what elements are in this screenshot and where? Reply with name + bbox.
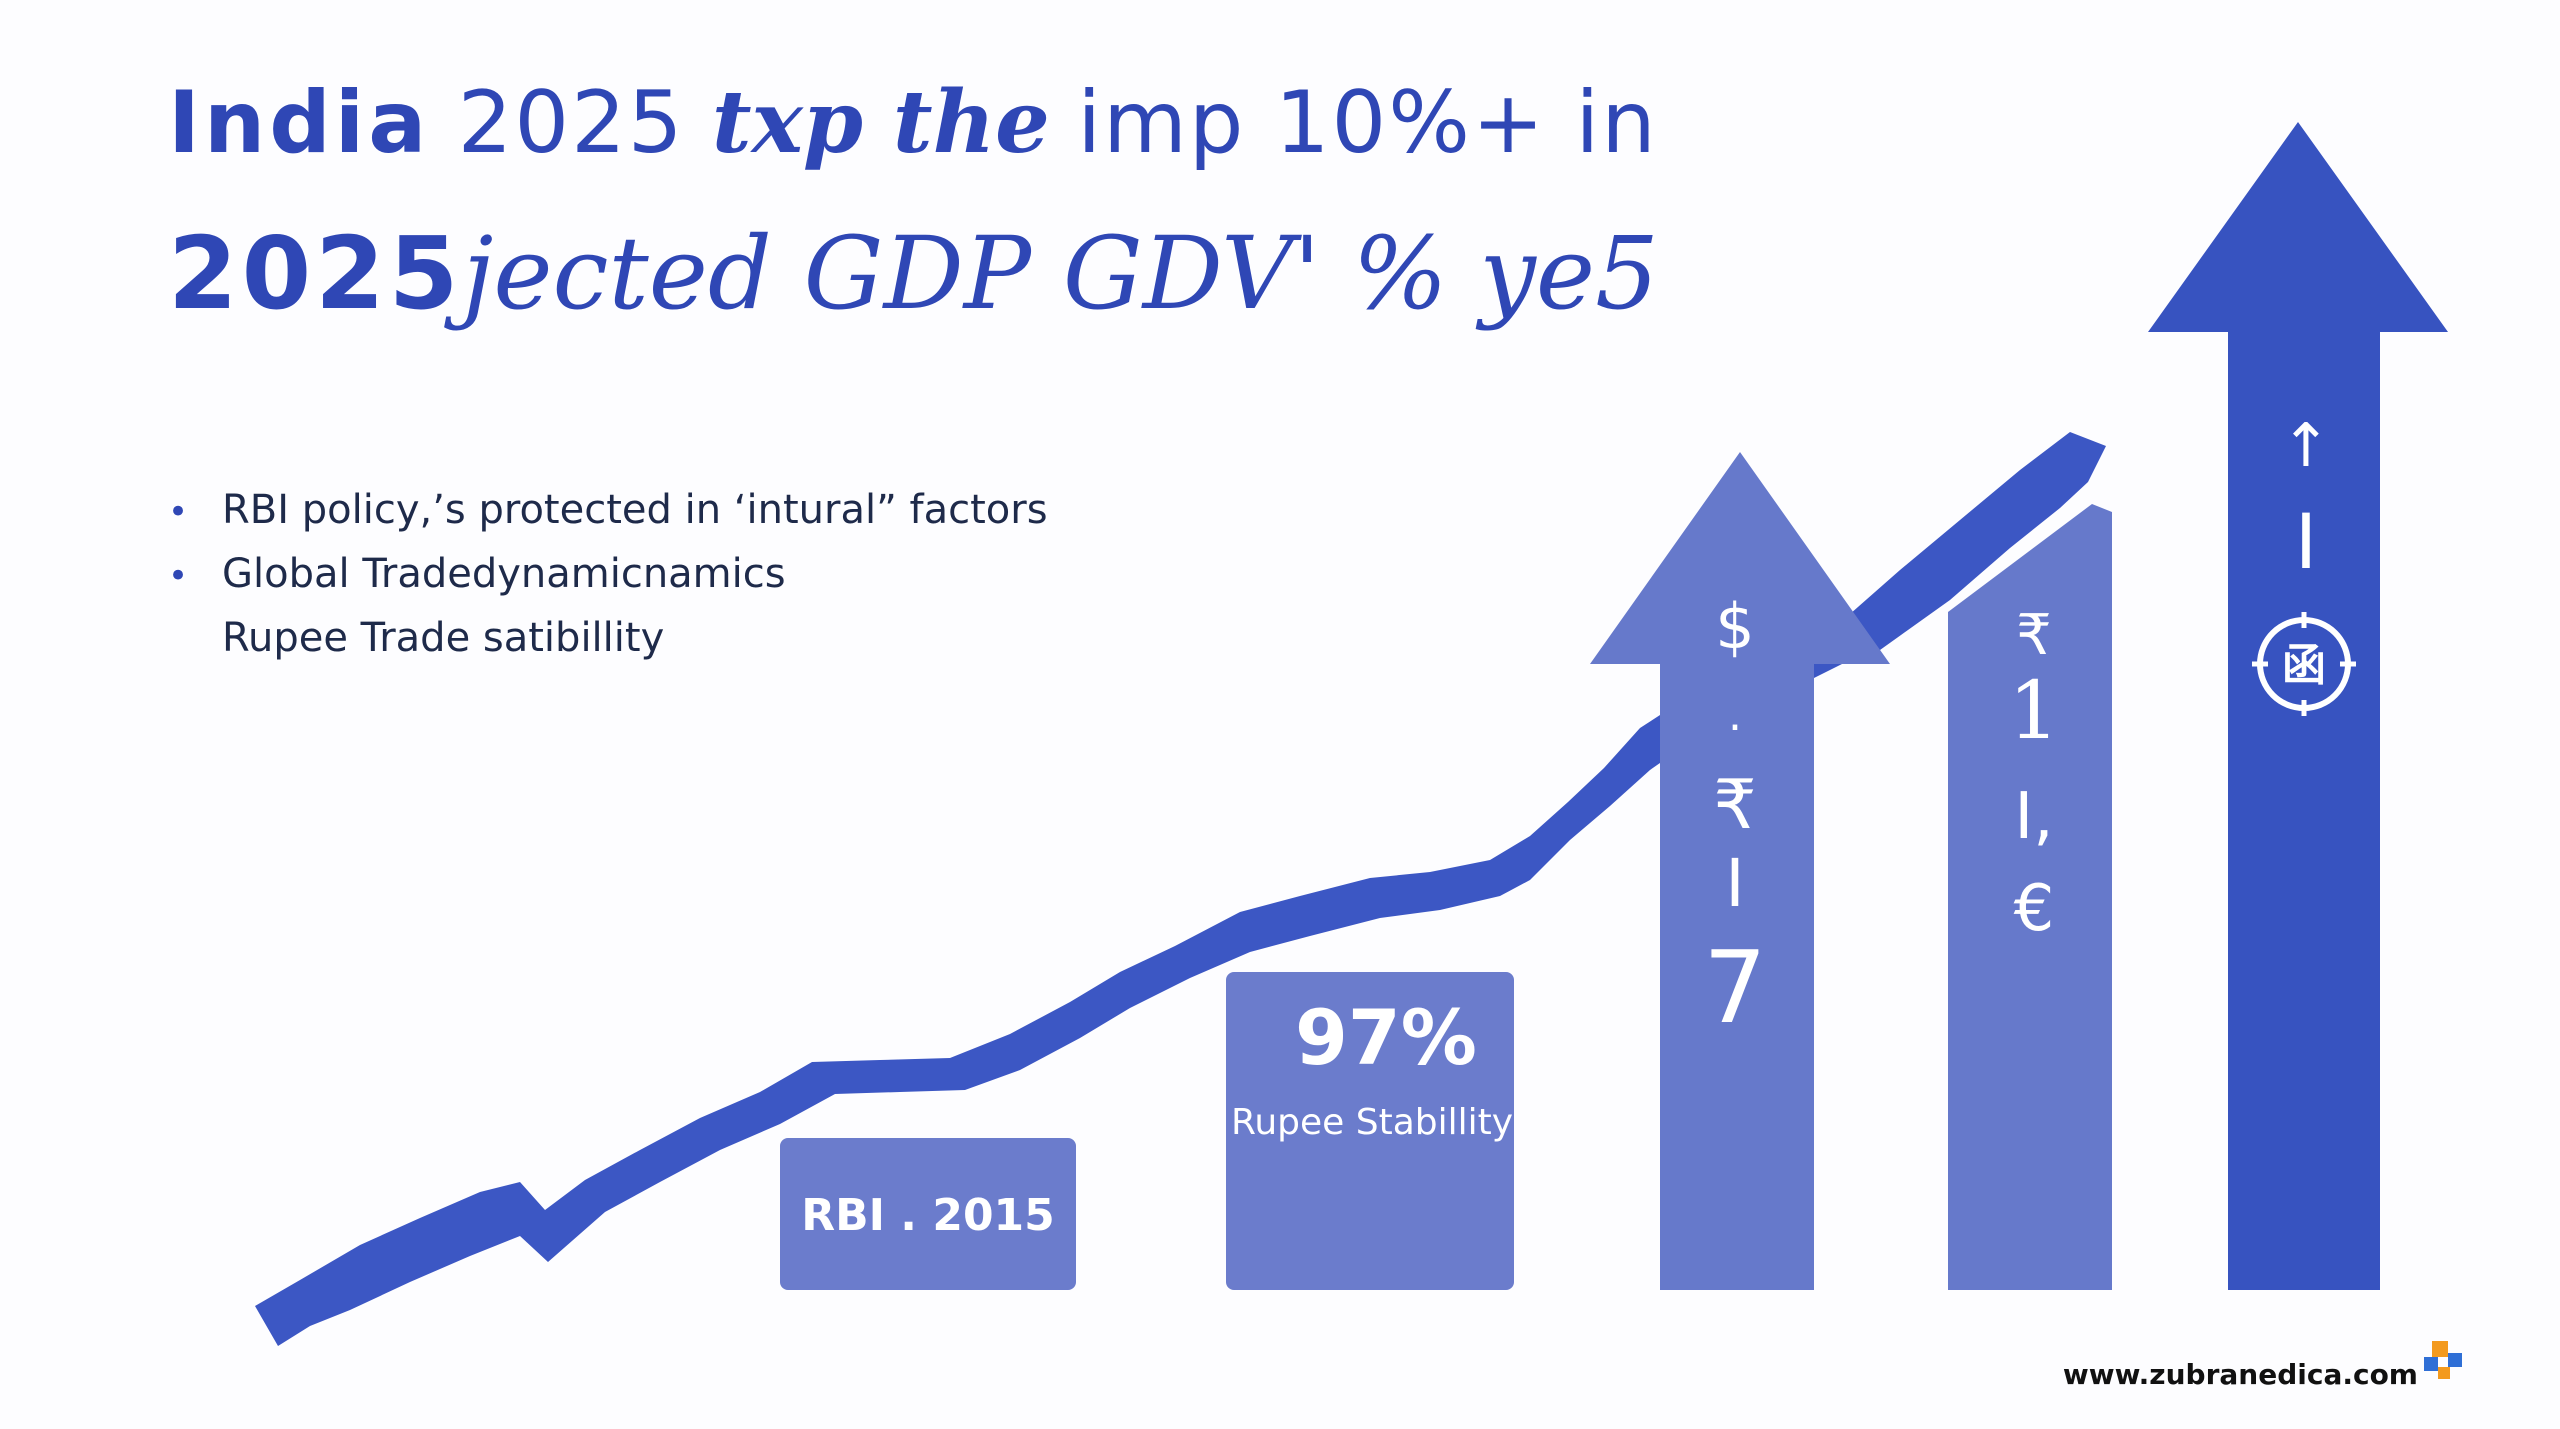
arrow2-one: 1 <box>2009 664 2060 757</box>
title-line-2: 2025jected GDP GDV' % ye5 <box>168 224 1659 324</box>
trend-line <box>255 432 2106 1346</box>
bullet-item: • Global Tradedynamicnamics <box>168 542 1048 606</box>
arrow2-rupee: ₹ <box>2016 603 2052 668</box>
bullet-list: • RBI policy,’s protected in ‘intural” f… <box>168 478 1048 670</box>
stability-label: Rupee Stabillity <box>1231 1102 1513 1143</box>
arrow1-seven: 7 <box>1703 929 1767 1046</box>
bullet-continuation: Rupee Trade satibillity <box>222 615 665 661</box>
arrow1-dot: . <box>1728 690 1742 741</box>
stability-box <box>1226 972 1514 1290</box>
bullet-item: • RBI policy,’s protected in ‘intural” f… <box>168 478 1048 542</box>
bullet-text: RBI policy,’s protected in ‘intural” fac… <box>222 487 1048 533</box>
title-line2-year: 2025 <box>168 215 463 332</box>
title-line2-tail: jected GDP GDV' % ye5 <box>462 215 1659 332</box>
growth-arrow-2 <box>1948 504 2112 1290</box>
stability-value: 97% <box>1295 993 1477 1082</box>
bullet-dot-icon: • <box>168 492 189 532</box>
title-word-india: India <box>168 73 431 173</box>
title-line-1: India 2025 txp the imp 10%+ in <box>168 80 1658 167</box>
arrow2-euro: € <box>2014 872 2055 946</box>
arrow1-rupee: ₹ <box>1713 766 1756 845</box>
rbi-box <box>780 1138 1076 1290</box>
growth-arrow-1 <box>1590 452 1890 1290</box>
title-word-tail: imp 10%+ in <box>1077 73 1658 173</box>
rbi-box-label: RBI . 2015 <box>801 1190 1055 1241</box>
arrow1-bar: I <box>1725 845 1744 922</box>
arrow1-dollar: $ <box>1715 590 1754 663</box>
arrow3-up-icon: ↑ <box>2281 411 2331 481</box>
watermark-text: www.zubranedica.com <box>2062 1358 2418 1391</box>
brand-logo-icon <box>2424 1340 2464 1381</box>
title-word-italic: txp the <box>711 72 1050 173</box>
arrow3-bar: I <box>2295 497 2317 586</box>
bullet-dot-icon: • <box>168 556 189 596</box>
bullet-text: Global Tradedynamicnamics <box>222 551 786 597</box>
watermark: www.zubranedica.com <box>2062 1340 2464 1391</box>
title-word-year: 2025 <box>457 73 685 173</box>
arrow2-bar: I, <box>2014 780 2053 854</box>
arrow3-seal-glyph: 函 <box>2282 640 2326 691</box>
